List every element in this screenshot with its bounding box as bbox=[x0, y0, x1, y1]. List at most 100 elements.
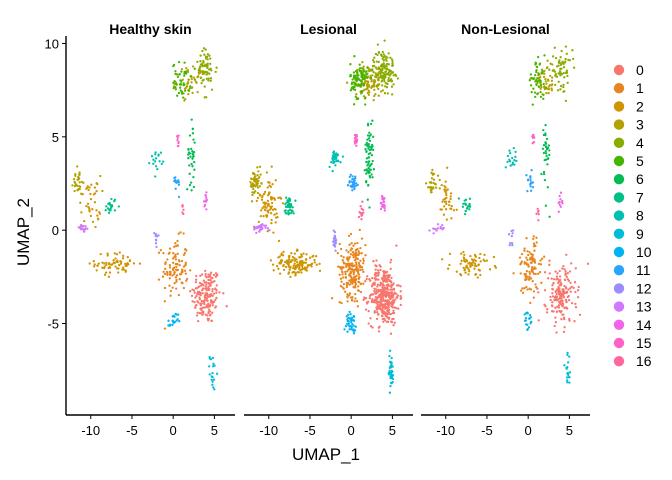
cell-point bbox=[274, 208, 277, 211]
cell-point bbox=[387, 317, 391, 320]
cell-point bbox=[428, 229, 431, 232]
cell-point bbox=[449, 197, 452, 201]
cell-point bbox=[190, 86, 194, 90]
cell-point bbox=[191, 65, 195, 68]
cell-point bbox=[356, 305, 360, 308]
cell-point bbox=[93, 201, 97, 204]
cell-point bbox=[529, 185, 532, 188]
cell-point bbox=[124, 264, 127, 268]
cell-point bbox=[160, 162, 163, 166]
cell-point bbox=[168, 266, 172, 269]
cell-point bbox=[378, 284, 382, 287]
cell-point bbox=[275, 212, 278, 215]
cell-point bbox=[351, 253, 355, 257]
cell-point bbox=[383, 270, 386, 274]
cell-point bbox=[540, 281, 543, 284]
cell-point bbox=[103, 273, 107, 276]
cell-point bbox=[367, 83, 371, 87]
cell-point bbox=[296, 248, 299, 251]
cell-point bbox=[200, 299, 203, 303]
cell-point bbox=[562, 66, 566, 69]
cell-point bbox=[334, 164, 337, 167]
cell-point bbox=[298, 261, 302, 264]
cell-point bbox=[531, 142, 534, 145]
cell-point bbox=[559, 198, 562, 201]
cell-point bbox=[204, 194, 207, 198]
cell-point bbox=[364, 148, 367, 151]
cell-point bbox=[265, 215, 268, 218]
cell-point bbox=[353, 278, 357, 281]
cell-point bbox=[182, 96, 185, 99]
cell-point bbox=[349, 232, 353, 236]
cell-point bbox=[371, 145, 374, 148]
cell-point bbox=[369, 74, 372, 77]
cell-point bbox=[172, 81, 175, 84]
cell-point bbox=[192, 150, 196, 154]
cell-point bbox=[366, 66, 369, 69]
cell-point bbox=[548, 263, 551, 267]
cell-point bbox=[214, 306, 217, 309]
cell-point bbox=[509, 241, 512, 245]
cell-point bbox=[176, 263, 179, 266]
cell-point bbox=[464, 271, 467, 274]
cell-point bbox=[189, 290, 192, 293]
cell-point bbox=[207, 281, 210, 285]
cell-point bbox=[531, 253, 534, 256]
cell-point bbox=[339, 266, 342, 269]
cell-point bbox=[183, 74, 186, 77]
cell-point bbox=[152, 158, 155, 161]
cell-point bbox=[172, 261, 175, 264]
cell-point bbox=[154, 153, 157, 156]
cell-point bbox=[560, 297, 563, 300]
cell-point bbox=[121, 257, 125, 260]
cell-point bbox=[429, 191, 433, 194]
cell-point bbox=[537, 72, 540, 75]
cell-point bbox=[177, 183, 181, 186]
cell-point bbox=[558, 309, 561, 313]
cell-point bbox=[199, 54, 202, 57]
cell-point bbox=[529, 73, 533, 76]
cell-point bbox=[156, 167, 159, 171]
cell-point bbox=[286, 199, 289, 202]
cell-point bbox=[390, 72, 393, 75]
cell-point bbox=[171, 286, 174, 289]
cell-point bbox=[566, 351, 569, 355]
cell-point bbox=[211, 294, 214, 297]
cell-point bbox=[474, 264, 477, 267]
cell-point bbox=[201, 289, 204, 292]
cell-point bbox=[385, 280, 389, 283]
cell-point bbox=[444, 180, 447, 183]
cell-point bbox=[349, 313, 352, 316]
cell-point bbox=[187, 157, 190, 160]
cell-point bbox=[467, 262, 470, 265]
cell-point bbox=[571, 49, 574, 52]
legend-swatch bbox=[613, 101, 625, 112]
cell-point bbox=[357, 83, 361, 87]
legend-label: 2 bbox=[636, 98, 644, 114]
legend-label: 15 bbox=[636, 335, 652, 351]
cell-point bbox=[209, 62, 212, 66]
cell-point bbox=[524, 316, 528, 320]
cell-point bbox=[90, 183, 93, 186]
cell-point bbox=[344, 270, 347, 274]
cell-point bbox=[376, 74, 380, 77]
cell-point bbox=[253, 173, 256, 176]
cell-point bbox=[175, 274, 179, 277]
cell-point bbox=[176, 239, 179, 243]
cell-point bbox=[84, 225, 87, 228]
cell-point bbox=[350, 298, 354, 301]
cell-point bbox=[255, 199, 258, 203]
y-tick-label: 10 bbox=[45, 36, 59, 51]
cell-point bbox=[535, 236, 538, 239]
cell-point bbox=[201, 283, 204, 286]
cell-point bbox=[108, 203, 111, 206]
cell-point bbox=[207, 79, 210, 82]
cell-point bbox=[274, 179, 277, 182]
cell-point bbox=[265, 206, 268, 209]
cell-point bbox=[197, 75, 200, 78]
cell-point bbox=[554, 270, 557, 273]
cell-point bbox=[530, 169, 533, 172]
cell-point bbox=[209, 79, 212, 82]
cell-point bbox=[387, 308, 390, 311]
cell-point bbox=[353, 242, 357, 245]
